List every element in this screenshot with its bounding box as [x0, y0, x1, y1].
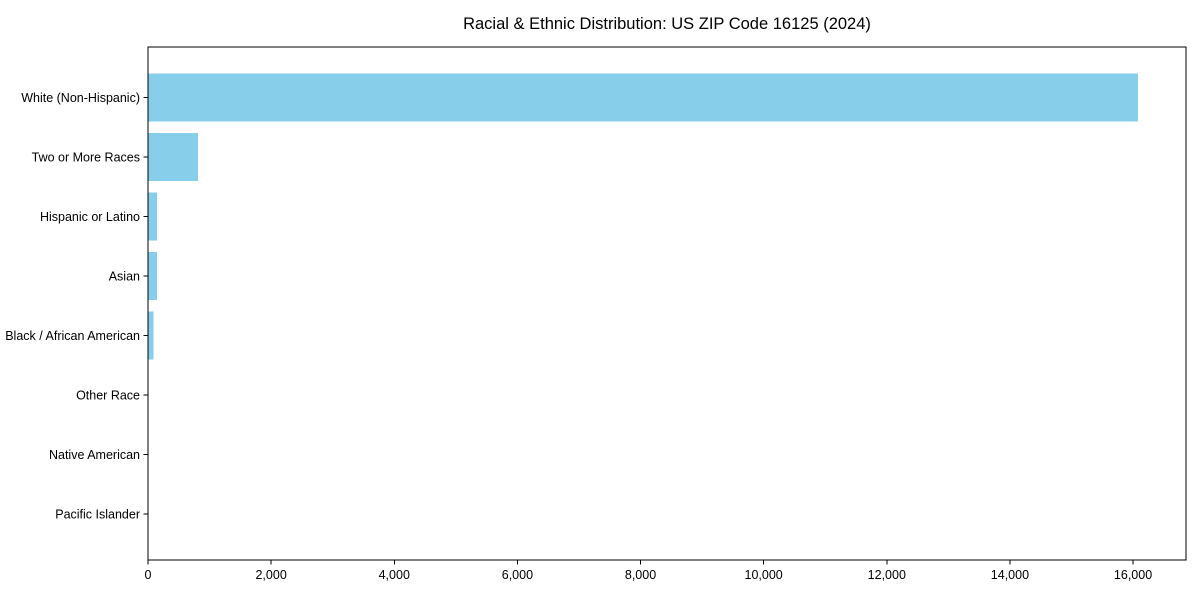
y-tick-label-7: Pacific Islander — [55, 508, 140, 522]
x-tick-label-3: 6,000 — [502, 568, 533, 582]
x-tick-label-4: 8,000 — [625, 568, 656, 582]
bar-1 — [148, 133, 198, 181]
y-tick-label-2: Hispanic or Latino — [40, 210, 140, 224]
x-tick-label-7: 14,000 — [991, 568, 1029, 582]
x-tick-label-2: 4,000 — [379, 568, 410, 582]
x-tick-label-0: 0 — [145, 568, 152, 582]
y-tick-label-1: Two or More Races — [32, 151, 140, 165]
x-tick-label-6: 12,000 — [868, 568, 906, 582]
x-tick-label-8: 16,000 — [1114, 568, 1152, 582]
chart-title: Racial & Ethnic Distribution: US ZIP Cod… — [463, 15, 871, 33]
x-tick-label-1: 2,000 — [255, 568, 286, 582]
bar-2 — [148, 192, 158, 241]
y-tick-label-4: Black / African American — [5, 329, 140, 343]
plot-border — [147, 46, 1187, 561]
y-tick-label-3: Asian — [109, 270, 140, 284]
bar-3 — [148, 252, 157, 300]
y-tick-label-5: Other Race — [76, 389, 140, 403]
bar-0 — [148, 73, 1138, 122]
y-tick-label-0: White (Non-Hispanic) — [21, 91, 140, 105]
bar-4 — [148, 311, 154, 360]
y-tick-label-6: Native American — [49, 448, 140, 462]
x-tick-label-5: 10,000 — [745, 568, 783, 582]
